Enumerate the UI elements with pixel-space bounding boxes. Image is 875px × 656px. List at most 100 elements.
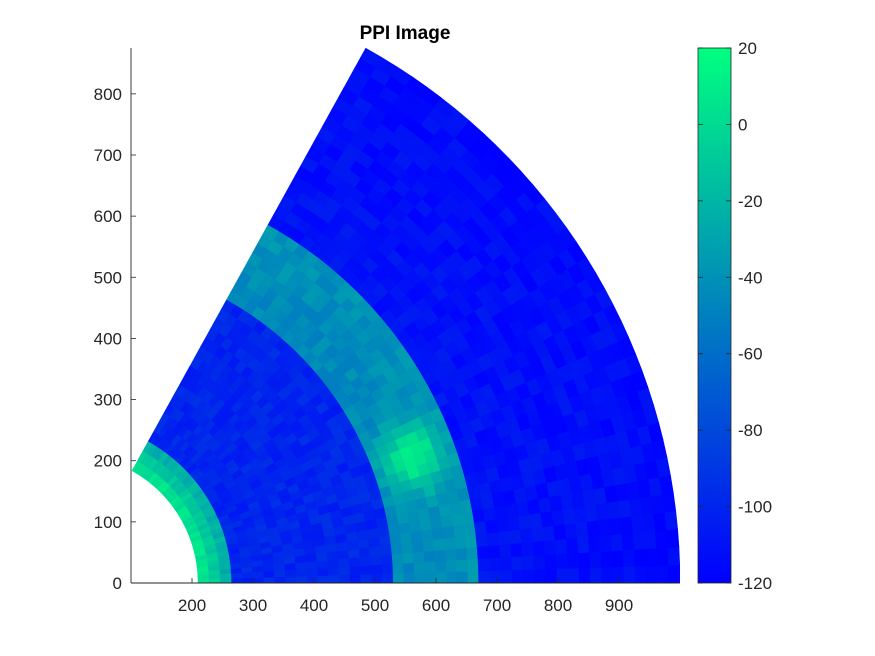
heatmap-cell — [653, 511, 667, 532]
heatmap-cell — [590, 566, 603, 583]
heatmap-cell — [306, 575, 319, 583]
heatmap-cell — [454, 535, 467, 549]
heatmap-cell — [431, 527, 445, 541]
heatmap-cell — [554, 538, 568, 555]
heatmap-cell — [578, 567, 591, 583]
heatmap-cell — [347, 548, 361, 559]
heatmap-cell — [578, 551, 591, 569]
heatmap-cell — [389, 533, 402, 546]
y-tick-label: 500 — [94, 268, 122, 287]
heatmap-cell — [445, 559, 458, 573]
heatmap-cell — [656, 547, 669, 566]
heatmap-cell — [600, 550, 613, 568]
heatmap-cell — [434, 549, 447, 562]
colorbar-tick-label: -100 — [738, 498, 772, 517]
heatmap-cell — [654, 529, 669, 549]
heatmap-cell — [305, 560, 318, 570]
colorbar-tick-label: -80 — [738, 421, 763, 440]
heatmap-cell — [422, 539, 435, 552]
heatmap-cell — [499, 543, 512, 558]
heatmap-cell — [611, 549, 625, 568]
heatmap-cell — [424, 560, 437, 573]
heatmap-cell — [284, 569, 297, 577]
heatmap-cell — [566, 552, 580, 569]
heatmap-cell — [542, 525, 556, 542]
heatmap-cell — [424, 571, 437, 583]
heatmap-cell — [433, 538, 446, 551]
heatmap-cell — [496, 517, 510, 533]
x-tick-label: 700 — [483, 596, 511, 615]
heatmap-cell — [522, 555, 535, 570]
y-tick-label: 0 — [113, 574, 122, 593]
heatmap-cell — [252, 576, 265, 583]
heatmap-cell — [643, 530, 657, 550]
heatmap-cell — [358, 546, 371, 558]
heatmap-cell — [380, 553, 394, 565]
heatmap-cell — [208, 578, 221, 583]
heatmap-cell — [488, 557, 502, 571]
heatmap-cell — [553, 523, 567, 541]
heatmap-cell — [661, 492, 677, 513]
heatmap-cell — [534, 568, 547, 583]
heatmap-cell — [632, 531, 646, 550]
heatmap-cell — [285, 575, 297, 583]
heatmap-cell — [444, 548, 457, 561]
colorbar-tick-label: 0 — [738, 115, 747, 134]
x-tick-label: 500 — [361, 596, 389, 615]
heatmap-cell — [507, 515, 521, 532]
heatmap-cell — [337, 549, 350, 560]
heatmap-cell — [370, 554, 383, 566]
heatmap-cell — [429, 516, 443, 530]
heatmap-cell — [588, 535, 602, 553]
x-tick-label: 900 — [605, 596, 633, 615]
y-tick-label: 600 — [94, 207, 122, 226]
heatmap-cell — [456, 559, 469, 572]
heatmap-cell — [446, 571, 458, 583]
heatmap-cell — [500, 569, 513, 583]
heatmap-cell — [435, 571, 447, 583]
heatmap-cell — [510, 542, 523, 558]
chart-title: PPI Image — [360, 23, 451, 44]
heatmap-cell — [532, 540, 546, 556]
heatmap-cell — [231, 577, 243, 583]
colorbar: 20 0 -20 -40 -60 -80 -100 -120 — [697, 39, 772, 593]
heatmap-cell — [511, 569, 524, 583]
heatmap-cell — [317, 567, 329, 576]
heatmap-cell — [338, 566, 351, 576]
heatmap-cell — [487, 544, 501, 559]
colorbar-tick-label: -60 — [738, 345, 763, 364]
heatmap-cell — [306, 567, 319, 577]
heatmap-cell — [359, 48, 382, 68]
heatmap-cell — [412, 551, 426, 563]
heatmap-cell — [511, 555, 524, 571]
heatmap-cell — [197, 578, 210, 583]
heatmap-cell — [392, 562, 405, 574]
heatmap-cell — [551, 509, 566, 526]
heatmap-cell — [360, 564, 372, 575]
heatmap-cell — [577, 536, 590, 554]
heatmap-cell — [348, 556, 361, 567]
heatmap-cell — [645, 547, 658, 567]
heatmap-cell — [556, 567, 569, 583]
heatmap-cell — [567, 567, 580, 583]
ppi-heatmap — [131, 48, 680, 583]
heatmap-cell — [328, 574, 340, 583]
x-tick-label: 300 — [239, 596, 267, 615]
heatmap-cell — [410, 530, 424, 543]
heatmap-cell — [476, 545, 490, 560]
heatmap-cell — [565, 537, 579, 554]
heatmap-cell — [544, 553, 558, 570]
heatmap-cell — [543, 539, 557, 556]
x-tick-label: 200 — [178, 596, 206, 615]
x-tick-label: 800 — [544, 596, 572, 615]
heatmap-cell — [508, 529, 522, 545]
heatmap-cell — [403, 572, 415, 583]
heatmap-cell — [327, 558, 340, 568]
heatmap-cell — [642, 513, 656, 533]
heatmap-cell — [467, 570, 480, 583]
heatmap-cell — [668, 564, 680, 583]
colorbar-tick-label: 20 — [738, 39, 757, 58]
heatmap-cell — [295, 575, 308, 583]
heatmap-cell — [531, 526, 545, 543]
